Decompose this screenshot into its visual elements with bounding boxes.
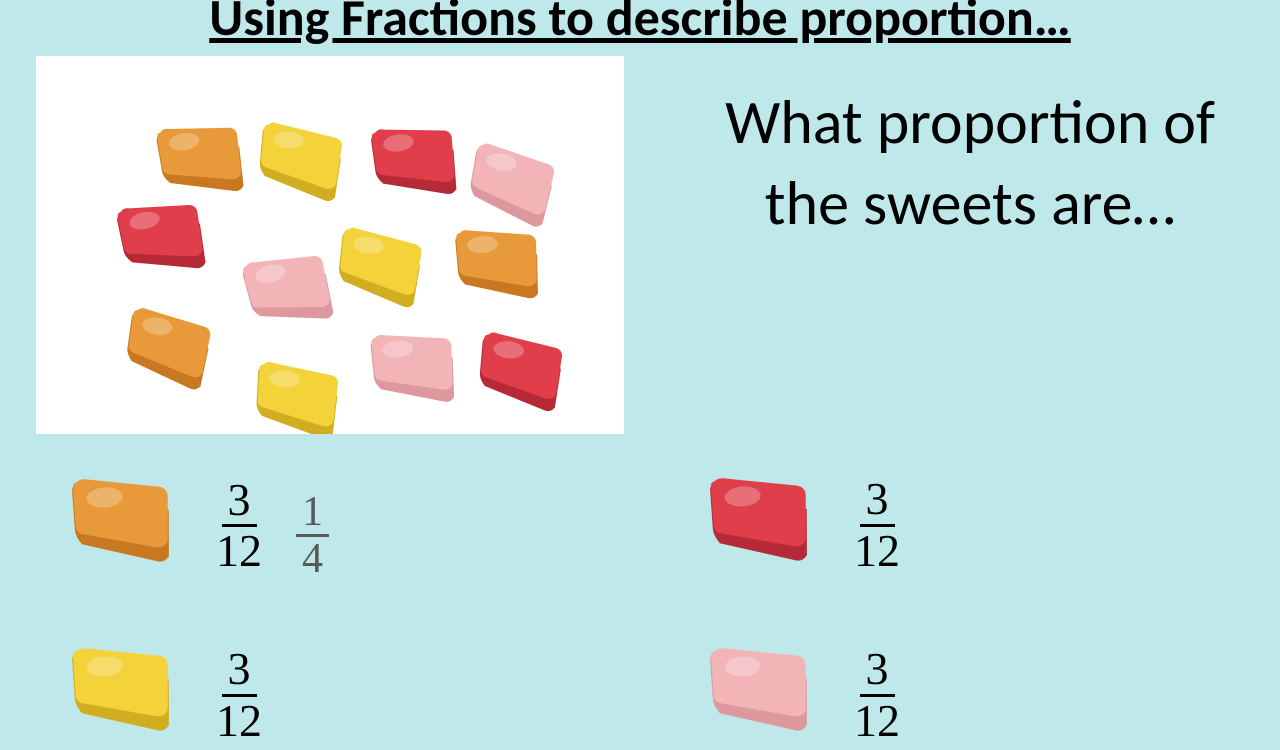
orange-simp-num: 1 bbox=[296, 490, 329, 537]
orange-fraction: 3 12 bbox=[210, 476, 268, 576]
orange-sweet-icon bbox=[62, 471, 182, 581]
red-sweet-icon bbox=[700, 470, 820, 580]
red-fraction: 3 12 bbox=[848, 475, 906, 575]
yellow-frac-num: 3 bbox=[222, 645, 257, 696]
sweets-image-panel bbox=[36, 56, 624, 434]
answer-yellow: 3 12 bbox=[62, 640, 268, 750]
yellow-sweet-icon bbox=[62, 640, 182, 750]
answer-pink: 3 12 bbox=[700, 640, 906, 750]
slide-title: Using Fractions to describe proportion… bbox=[209, 0, 1070, 49]
answer-orange: 3 12 1 4 bbox=[62, 470, 329, 581]
pink-frac-num: 3 bbox=[860, 645, 895, 696]
orange-simp-den: 4 bbox=[296, 537, 329, 581]
red-frac-den: 12 bbox=[848, 527, 906, 575]
question-text: What proportion of the sweets are… bbox=[690, 82, 1250, 243]
yellow-frac-den: 12 bbox=[210, 697, 268, 745]
pink-fraction: 3 12 bbox=[848, 645, 906, 745]
orange-frac-den: 12 bbox=[210, 527, 268, 575]
red-frac-num: 3 bbox=[860, 475, 895, 526]
answer-red: 3 12 bbox=[700, 470, 906, 580]
pink-frac-den: 12 bbox=[848, 697, 906, 745]
orange-fraction-simplified: 1 4 bbox=[296, 490, 329, 581]
orange-frac-num: 3 bbox=[222, 476, 257, 527]
yellow-fraction: 3 12 bbox=[210, 645, 268, 745]
pink-sweet-icon bbox=[700, 640, 820, 750]
